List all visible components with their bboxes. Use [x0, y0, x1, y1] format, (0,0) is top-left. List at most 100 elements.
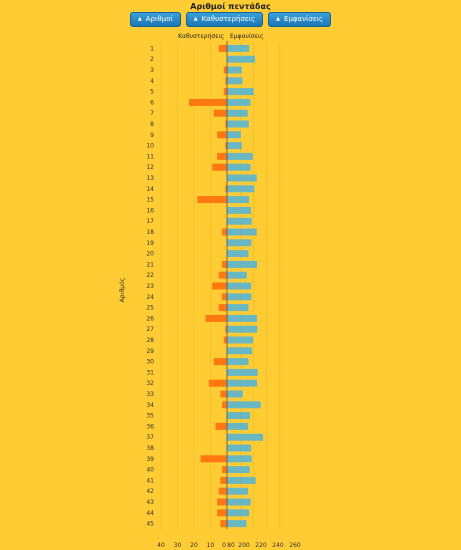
category-label: 7: [150, 110, 154, 117]
category-label: 29: [146, 348, 154, 355]
sort-by-appearances-label: Εμφανίσεις: [284, 15, 324, 23]
appearance-bar: [227, 250, 249, 258]
appearance-bar: [227, 66, 242, 74]
appearance-bar: [227, 174, 257, 182]
appearance-bar: [227, 455, 252, 463]
appearance-bar: [227, 217, 252, 225]
appearance-bar: [227, 412, 251, 420]
appearance-bar: [227, 271, 247, 279]
x-tick-label: 40: [157, 542, 165, 549]
delay-bar: [205, 314, 227, 322]
appearance-bar: [227, 293, 252, 301]
x-tick-label: 220: [255, 542, 267, 549]
category-label: 21: [146, 261, 154, 268]
delay-bar: [212, 282, 227, 290]
appearance-bar: [227, 314, 258, 322]
delay-bar: [217, 509, 227, 517]
category-label: 37: [146, 434, 154, 441]
category-label: 12: [146, 164, 154, 171]
x-tick-label: 0: [222, 542, 226, 549]
triangle-up-icon: ▲: [193, 16, 198, 22]
category-label: 24: [146, 294, 154, 301]
delay-bar: [225, 77, 227, 85]
category-label: 35: [146, 413, 154, 420]
x-tick-label: 20: [190, 542, 198, 549]
chart-title: Αριθμοί πεντάδας: [190, 2, 271, 11]
appearance-bar: [227, 196, 250, 204]
category-label: 20: [146, 251, 154, 258]
appearance-bar: [227, 466, 250, 474]
delay-bar: [218, 304, 227, 312]
x-tick-label: 10: [207, 542, 215, 549]
category-label: 36: [146, 423, 154, 430]
delay-bar: [218, 271, 227, 279]
category-label: 27: [146, 326, 154, 333]
x-tick-label: 260: [289, 542, 301, 549]
appearance-bar: [227, 142, 242, 150]
delay-bar: [212, 163, 227, 171]
category-label: 28: [146, 337, 154, 344]
sort-by-delays-label: Καθυστερήσεις: [201, 15, 256, 23]
delay-bar: [225, 120, 227, 128]
appearance-bar: [227, 109, 248, 117]
category-label: 42: [146, 488, 154, 495]
delay-bar: [189, 98, 227, 106]
delay-bar: [222, 228, 227, 236]
appearance-bar: [227, 185, 255, 193]
sort-by-delays-button[interactable]: ▲ Καθυστερήσεις: [185, 12, 264, 27]
category-label: 23: [146, 283, 154, 290]
x-tick-label: 80: [227, 542, 235, 549]
appearance-bar: [227, 476, 256, 484]
x-tick-label: 200: [238, 542, 250, 549]
delay-bar: [222, 260, 227, 268]
category-label: 16: [146, 207, 154, 214]
delay-bar: [217, 498, 227, 506]
y-axis-label: Αριθμός: [119, 278, 126, 303]
appearance-bar: [227, 131, 241, 139]
category-label: 15: [146, 197, 154, 204]
category-label: 14: [146, 186, 154, 193]
appearance-bar: [227, 282, 252, 290]
triangle-up-icon: ▲: [276, 16, 281, 22]
appearance-bar: [227, 498, 251, 506]
appearance-bar: [227, 239, 252, 247]
delay-bar: [218, 487, 227, 495]
triangle-up-icon: ▲: [137, 16, 142, 22]
sort-by-number-button[interactable]: ▲ Αριθμοί: [129, 12, 181, 27]
delay-bar: [220, 520, 227, 528]
category-label: 22: [146, 272, 154, 279]
x-tick-label: 30: [174, 542, 182, 549]
delay-bar: [220, 476, 227, 484]
delay-bar: [197, 196, 227, 204]
delay-bar: [218, 44, 227, 52]
delay-bar: [213, 358, 227, 366]
x-tick-label: 240: [272, 542, 284, 549]
category-label: 17: [146, 218, 154, 225]
appearance-bar: [227, 163, 251, 171]
category-label: 11: [146, 153, 154, 160]
category-label: 10: [146, 143, 154, 150]
delay-bar: [200, 455, 227, 463]
category-label: 40: [146, 467, 154, 474]
appearance-bar: [227, 358, 249, 366]
sort-by-appearances-button[interactable]: ▲ Εμφανίσεις: [268, 12, 332, 27]
category-label: 6: [150, 99, 154, 106]
delay-bar: [225, 142, 227, 150]
appearance-bar: [227, 487, 249, 495]
delay-bar: [223, 88, 227, 96]
appearance-bar: [227, 509, 250, 517]
category-label: 9: [150, 132, 154, 139]
category-label: 5: [150, 89, 154, 96]
category-label: 1: [150, 45, 154, 52]
appearance-bar: [227, 88, 254, 96]
appearance-bar: [227, 228, 257, 236]
category-label: 33: [146, 391, 154, 398]
sort-by-number-label: Αριθμοί: [145, 15, 173, 23]
delay-bar: [215, 422, 227, 430]
appearance-bar: [227, 325, 258, 333]
category-label: 2: [150, 56, 154, 63]
appearance-bar: [227, 401, 261, 409]
sort-buttons: ▲ Αριθμοί ▲ Καθυστερήσεις ▲ Εμφανίσεις: [0, 12, 461, 27]
appearance-bar: [227, 520, 247, 528]
